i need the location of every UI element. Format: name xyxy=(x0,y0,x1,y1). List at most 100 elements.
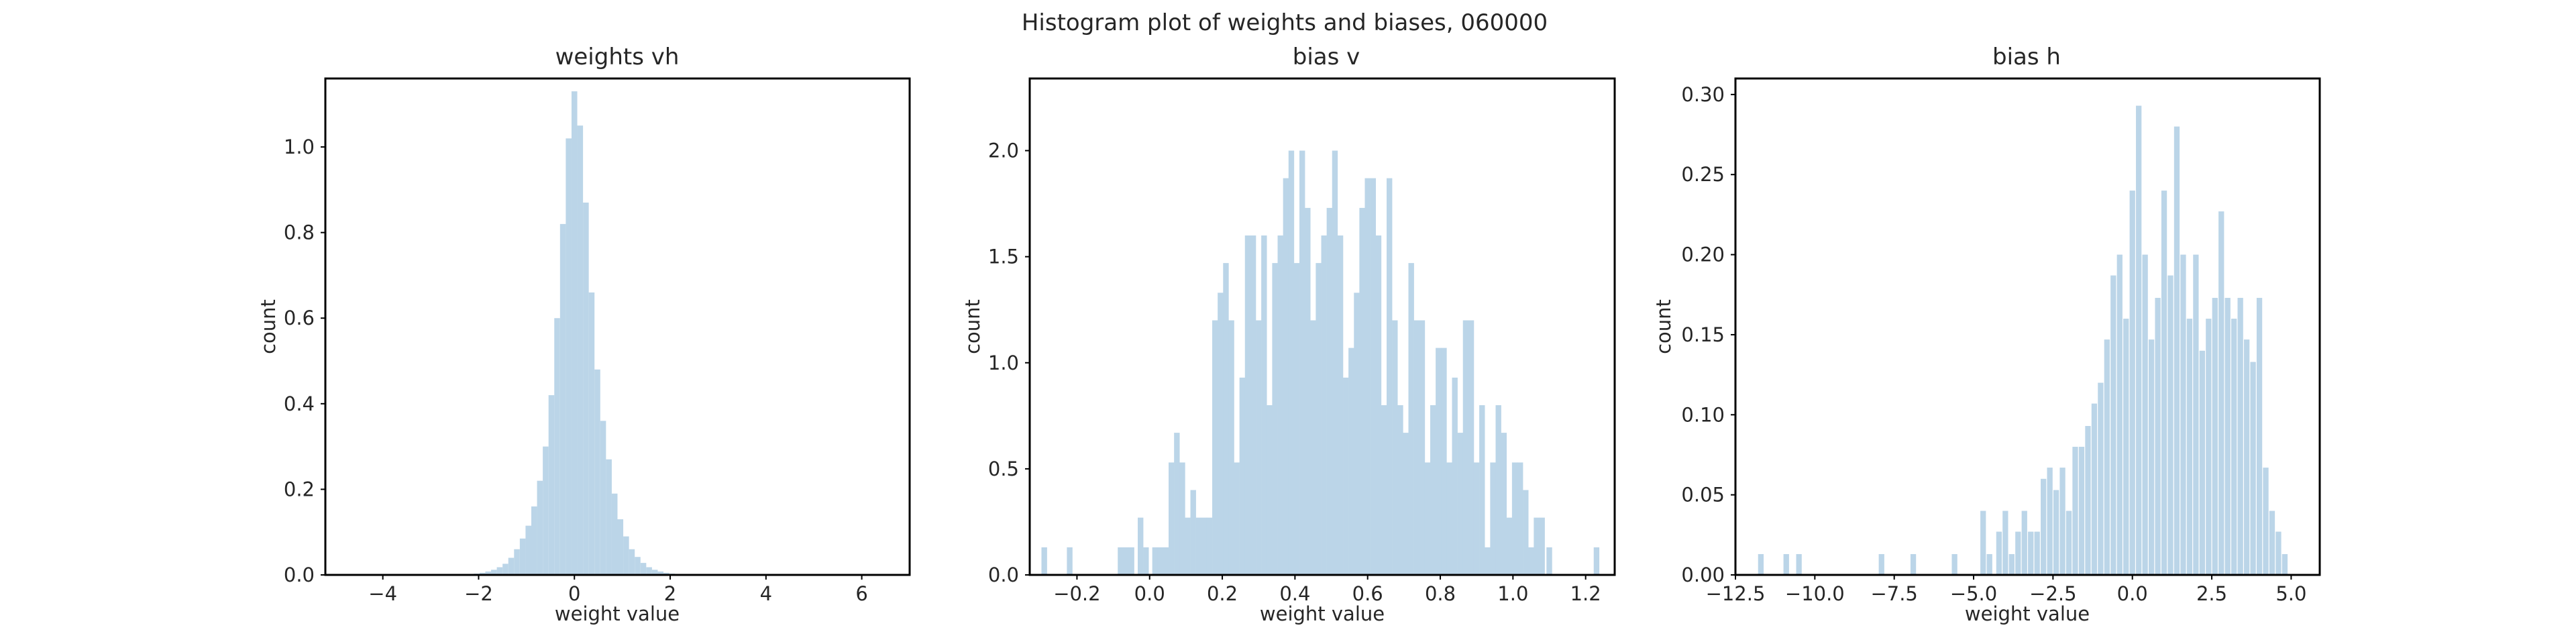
histogram-bar xyxy=(1157,547,1164,575)
histogram-bar xyxy=(508,557,515,575)
histogram-bar xyxy=(1403,433,1409,575)
histogram-bar xyxy=(1485,547,1491,575)
x-axis-ticks: −0.2 0.0 0.2 0.4 0.6 0.8 1.0 1.2 xyxy=(1053,575,1601,605)
histogram-bar xyxy=(611,493,618,575)
histogram-bar xyxy=(1387,178,1393,575)
histogram-bar xyxy=(1206,517,1213,575)
histogram-bar xyxy=(1910,553,1917,575)
histogram-bar xyxy=(1381,405,1387,575)
histogram-bar xyxy=(2002,511,2008,575)
y-axis-label: count xyxy=(1652,299,1675,354)
histogram-bar xyxy=(2065,511,2072,575)
histogram-bars xyxy=(474,91,676,576)
histogram-bar xyxy=(2224,298,2231,575)
histogram-bar xyxy=(2123,319,2129,575)
histogram-bar xyxy=(2021,511,2027,575)
histogram-bar xyxy=(1163,547,1169,575)
histogram-bar xyxy=(2199,350,2205,575)
histogram-bar xyxy=(2136,105,2142,575)
histogram-bar xyxy=(1293,263,1300,575)
histogram-bar xyxy=(548,395,555,575)
histogram-bar xyxy=(1436,347,1442,575)
histogram-bar xyxy=(1244,235,1251,575)
histogram-bar xyxy=(2015,531,2021,575)
histogram-bar xyxy=(2180,254,2186,575)
histogram-bar xyxy=(588,292,595,575)
x-tick-label: −2 xyxy=(464,582,493,605)
histogram-bar xyxy=(1364,178,1371,575)
histogram-bar xyxy=(2053,490,2059,575)
y-tick-label: 0.6 xyxy=(284,307,315,329)
x-tick-label: −2.5 xyxy=(2029,582,2076,605)
histogram-bar xyxy=(2243,339,2250,575)
panel-weights-vh: weights vh −4 −2 0 2 4 6 0.0 0.2 0.4 0.6 0.8 1.0 w… xyxy=(257,44,911,625)
histogram-bar xyxy=(1128,547,1134,575)
histogram-bar xyxy=(623,536,629,575)
histogram-bar xyxy=(1479,405,1485,575)
histogram-bar xyxy=(1195,517,1202,575)
histogram-bar xyxy=(2161,191,2167,576)
histogram-bar xyxy=(1593,547,1600,575)
y-tick-label: 0.0 xyxy=(988,564,1019,586)
histogram-bar xyxy=(600,421,606,575)
x-tick-label: 2.5 xyxy=(2196,582,2227,605)
histogram-bar xyxy=(2231,319,2237,575)
histogram-bar xyxy=(1277,235,1283,575)
histogram-bar xyxy=(1392,320,1398,575)
histogram-bars xyxy=(1758,105,2288,576)
histogram-bar xyxy=(1413,320,1420,575)
y-tick-label: 1.5 xyxy=(988,246,1019,268)
histogram-bar xyxy=(1446,462,1452,575)
histogram-bar xyxy=(1430,405,1436,575)
panel-bias-v: bias v −0.2 0.0 0.2 0.4 0.6 0.8 1.0 1.2 0.0 0.5 1… xyxy=(961,44,1616,625)
histogram-bar xyxy=(1152,547,1159,575)
y-tick-label: 0.00 xyxy=(1681,564,1725,586)
histogram-bar xyxy=(640,563,647,575)
histogram-bar xyxy=(537,480,543,575)
histogram-bar xyxy=(1506,517,1513,575)
y-axis-ticks: 0.0 0.2 0.4 0.6 0.8 1.0 xyxy=(284,136,325,586)
histogram-bar xyxy=(1179,462,1185,575)
histogram-bar xyxy=(1462,320,1469,575)
histogram-bar xyxy=(1201,517,1208,575)
histogram-bar xyxy=(646,567,652,575)
histogram-bar xyxy=(1123,547,1129,575)
y-tick-label: 0.10 xyxy=(1681,403,1725,426)
histogram-bar xyxy=(2085,426,2091,575)
histogram-bars xyxy=(1041,150,1600,575)
histogram-bar xyxy=(2206,319,2212,575)
y-tick-label: 0.5 xyxy=(988,458,1019,480)
x-tick-label: 6 xyxy=(855,582,867,605)
x-tick-label: −0.2 xyxy=(1053,582,1100,605)
histogram-bar xyxy=(531,506,537,575)
histogram-bar xyxy=(571,91,578,575)
x-tick-label: 0.0 xyxy=(1134,582,1165,605)
figure-suptitle: Histogram plot of weights and biases, 06… xyxy=(1022,9,1548,36)
histogram-bar xyxy=(543,446,549,575)
x-tick-label: −12.5 xyxy=(1706,582,1766,605)
histogram-bar xyxy=(606,459,612,575)
panel-title: weights vh xyxy=(555,44,680,70)
histogram-bar xyxy=(2275,531,2282,575)
histogram-bar xyxy=(1408,263,1414,575)
plot-frame xyxy=(1734,77,2321,576)
y-tick-label: 2.0 xyxy=(988,140,1019,162)
histogram-bar xyxy=(2059,468,2065,575)
x-tick-label: 0.6 xyxy=(1352,582,1383,605)
histogram-bar xyxy=(577,125,584,576)
x-axis-ticks: −12.5 −10.0 −7.5 −5.0 −2.5 0.0 2.5 5.0 xyxy=(1706,575,2306,605)
histogram-bar xyxy=(1118,547,1124,575)
histogram-bar xyxy=(2034,531,2040,575)
histogram-bar xyxy=(1528,547,1534,575)
histogram-bar xyxy=(1261,235,1267,575)
histogram-bar xyxy=(2167,275,2174,575)
panel-title: bias h xyxy=(1992,44,2061,70)
histogram-bar xyxy=(2091,403,2098,575)
histogram-bar xyxy=(2047,468,2053,575)
histogram-bar xyxy=(1534,517,1540,575)
histogram-bar xyxy=(491,570,497,575)
histogram-bar xyxy=(1326,207,1333,575)
histogram-bar xyxy=(485,571,492,575)
histogram-bar xyxy=(2193,254,2199,575)
histogram-bar xyxy=(1212,320,1218,575)
